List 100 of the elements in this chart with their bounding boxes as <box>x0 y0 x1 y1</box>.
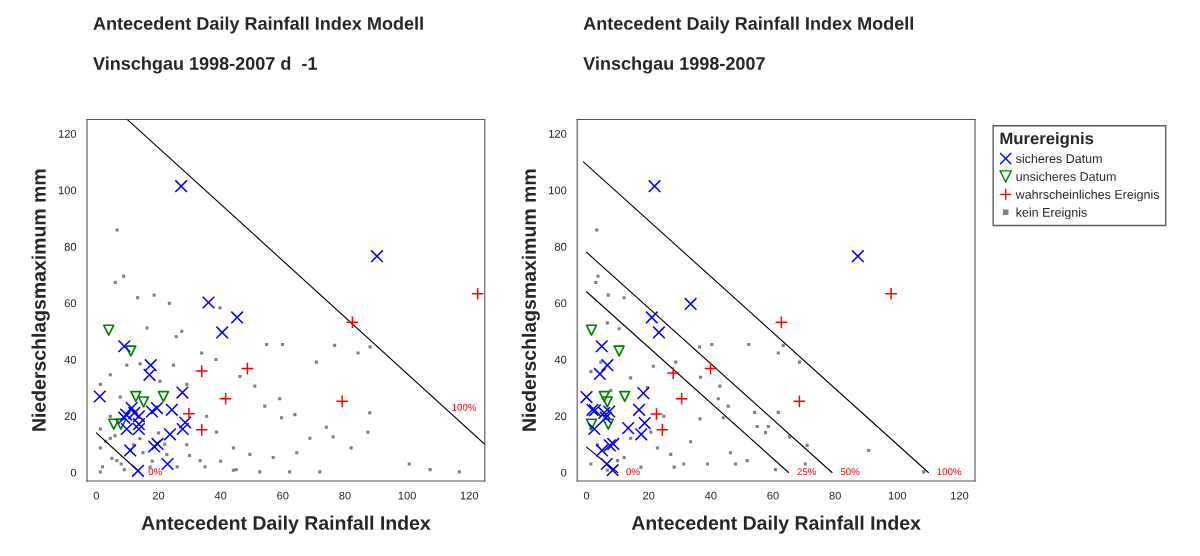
annotation: 0% <box>626 468 640 476</box>
point <box>621 421 635 435</box>
x-tick-label: 80 <box>339 491 351 500</box>
point <box>629 436 633 440</box>
point <box>606 293 610 297</box>
point <box>613 345 625 357</box>
point <box>125 401 139 415</box>
point <box>622 455 626 460</box>
point <box>215 325 229 340</box>
x-tick-label: 40 <box>214 491 227 500</box>
point <box>585 324 598 336</box>
point <box>182 407 196 421</box>
point <box>622 296 626 300</box>
point <box>867 448 871 452</box>
point <box>617 327 621 331</box>
point <box>797 360 801 364</box>
point <box>230 310 244 325</box>
point <box>370 249 384 263</box>
x-tick-label: 0 <box>583 491 590 500</box>
point <box>103 324 115 336</box>
point <box>703 361 718 376</box>
annotation: 0% <box>148 468 162 476</box>
point <box>147 439 161 454</box>
point <box>123 443 137 458</box>
x-axis-title: Antecedent Daily Rainfall Index <box>631 515 921 534</box>
chart-title: Antecedent Daily Rainfall Index Modell <box>93 16 423 34</box>
point <box>733 462 737 466</box>
point <box>599 411 613 425</box>
point <box>595 339 609 353</box>
x-tick-label: 0 <box>93 491 99 500</box>
point <box>598 390 610 403</box>
x-tick-label: 120 <box>951 491 969 500</box>
point <box>766 424 770 428</box>
x-tick-label: 20 <box>152 491 165 500</box>
point <box>636 386 650 400</box>
point <box>634 427 648 441</box>
point <box>142 368 157 382</box>
point <box>125 345 137 357</box>
point <box>698 417 702 421</box>
point <box>675 392 689 406</box>
point <box>792 394 806 408</box>
y-tick-label: 80 <box>64 242 77 251</box>
y-tick-label: 20 <box>554 412 567 421</box>
y-tick-label: 40 <box>64 355 77 364</box>
point <box>629 376 633 380</box>
point <box>599 360 603 364</box>
legend-label: kein Ereignis <box>1016 207 1087 220</box>
point <box>747 343 751 347</box>
point <box>851 249 865 263</box>
x-tick-label: 60 <box>277 491 289 500</box>
annotation: 100% <box>937 468 962 476</box>
point <box>602 418 615 430</box>
point <box>127 406 141 420</box>
point <box>721 416 725 420</box>
x-tick-label: 60 <box>767 491 779 500</box>
point <box>672 465 676 469</box>
point <box>649 407 664 421</box>
point <box>655 446 659 450</box>
point <box>195 423 209 437</box>
point <box>645 310 659 325</box>
point <box>684 297 698 311</box>
point <box>776 410 780 414</box>
point <box>589 462 593 466</box>
point <box>763 431 768 435</box>
point <box>595 228 599 232</box>
point <box>605 321 609 325</box>
y-tick-label: 120 <box>549 129 567 138</box>
point <box>93 389 107 404</box>
point <box>160 457 175 471</box>
point <box>606 463 620 477</box>
point <box>698 345 702 349</box>
point <box>922 470 926 474</box>
point <box>699 375 703 379</box>
y-tick-label: 80 <box>554 242 567 251</box>
point <box>195 364 209 378</box>
y-tick-label: 60 <box>64 299 77 308</box>
point <box>781 343 785 347</box>
point <box>600 358 614 372</box>
point <box>157 390 170 403</box>
point <box>662 414 666 418</box>
point <box>201 295 216 310</box>
y-tick-label: 20 <box>64 412 77 421</box>
point <box>776 351 780 355</box>
x-tick-label: 100 <box>398 491 416 500</box>
point <box>589 370 593 374</box>
y-axis-title: Niederschlagsmaximum mm <box>521 169 540 431</box>
y-tick-label: 120 <box>58 129 77 138</box>
y-tick-label: 40 <box>554 355 567 364</box>
legend-label: sicheres Datum <box>1016 153 1102 164</box>
point <box>178 415 192 430</box>
point <box>710 343 714 347</box>
point <box>579 390 594 404</box>
y-tick-label: 0 <box>561 468 567 477</box>
point <box>132 417 146 431</box>
x-axis-title: Antecedent Daily Rainfall Index <box>141 515 431 534</box>
legend-label: unsicheres Datum <box>1016 171 1116 181</box>
point <box>176 422 190 436</box>
annotation: 100% <box>452 403 477 411</box>
point <box>145 404 159 419</box>
point <box>335 394 349 408</box>
